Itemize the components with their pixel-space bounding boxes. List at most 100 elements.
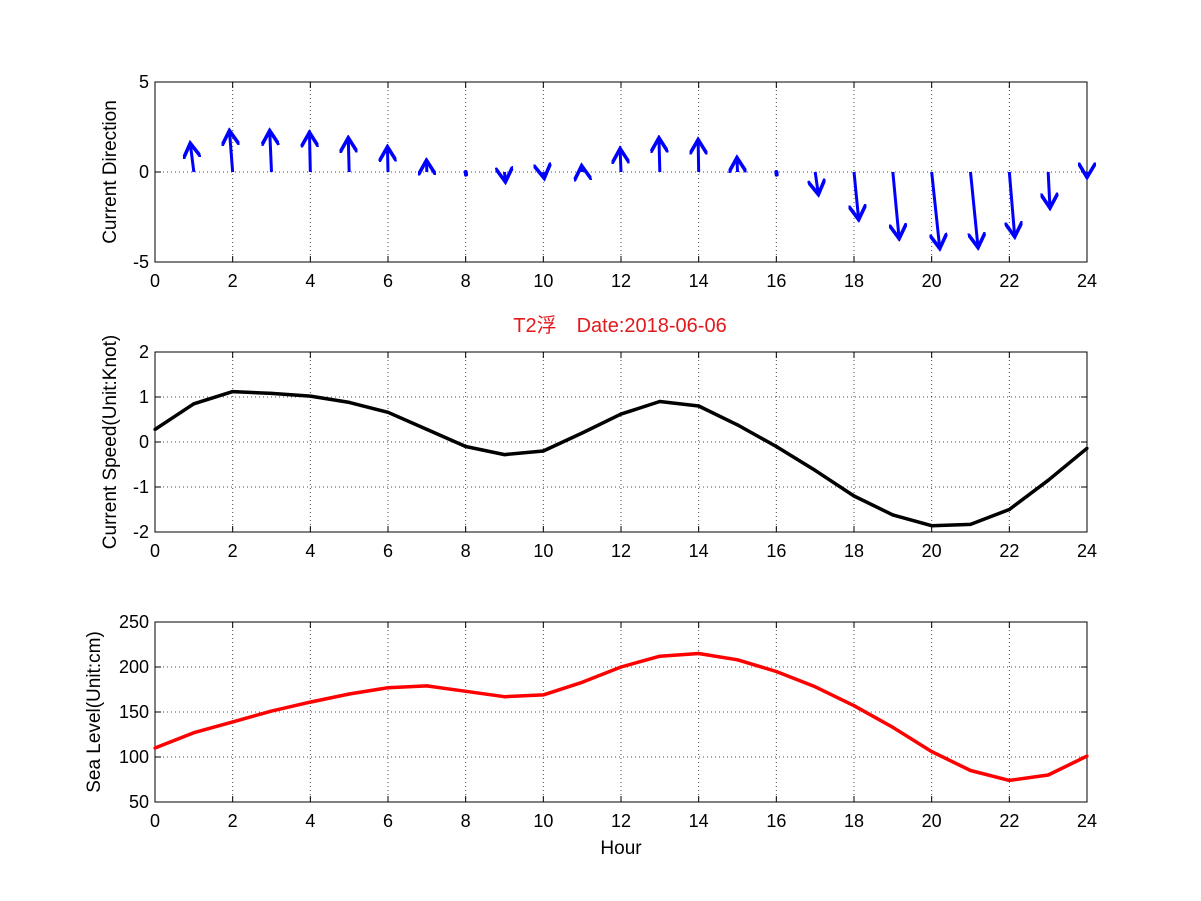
y-tick-label: 0 <box>139 162 149 182</box>
data-point <box>386 686 390 690</box>
quiver-arrow <box>1048 171 1050 208</box>
x-tick-label: 22 <box>999 271 1019 291</box>
quiver-arrow <box>854 171 859 220</box>
y-tick-label: 50 <box>129 792 149 812</box>
data-point <box>852 494 856 498</box>
data-point <box>502 453 507 457</box>
x-tick-label: 6 <box>383 811 393 831</box>
y-tick-label: 100 <box>119 747 149 767</box>
data-point <box>891 725 895 729</box>
x-tick-label: 10 <box>533 541 553 561</box>
quiver-arrow <box>815 171 818 195</box>
data-point <box>968 522 973 526</box>
x-tick-label: 4 <box>305 541 315 561</box>
data-point <box>386 410 390 414</box>
x-tick-label: 24 <box>1077 811 1097 831</box>
data-point <box>735 658 740 662</box>
data-point <box>308 700 312 704</box>
chart-title: T2浮 Date:2018-06-06 <box>513 314 726 337</box>
data-point <box>502 695 507 699</box>
y-axis-label: Current Direction <box>100 100 121 244</box>
data-point <box>347 692 351 696</box>
data-point <box>619 665 623 669</box>
data-point <box>891 513 895 517</box>
quiver-arrow <box>737 158 738 172</box>
x-tick-label: 8 <box>461 811 471 831</box>
data-point <box>269 391 274 395</box>
y-tick-label: 150 <box>119 702 149 722</box>
x-tick-label: 24 <box>1077 271 1097 291</box>
x-tick-label: 18 <box>844 271 864 291</box>
data-point <box>1007 778 1011 783</box>
quiver-arrow <box>582 166 583 172</box>
quiver-arrow <box>971 171 979 248</box>
x-tick-label: 20 <box>922 541 942 561</box>
y-axis-label: Current Speed(Unit:Knot) <box>100 335 121 549</box>
x-tick-label: 12 <box>611 541 631 561</box>
data-point <box>231 390 235 394</box>
data-point <box>697 404 701 408</box>
quiver-arrow <box>229 131 232 173</box>
quiver-arrow <box>698 140 699 173</box>
data-point <box>619 412 623 416</box>
data-point <box>425 684 429 688</box>
x-tick-label: 10 <box>533 271 553 291</box>
x-tick-label: 14 <box>689 271 709 291</box>
quiver-arrow <box>659 138 660 173</box>
data-point <box>1085 754 1089 758</box>
data-point <box>153 746 157 750</box>
data-point <box>1085 446 1089 450</box>
quiver-arrow <box>893 171 899 239</box>
data-point <box>269 709 274 713</box>
data-point <box>464 444 468 449</box>
x-tick-label: 20 <box>922 811 942 831</box>
data-point <box>425 427 429 431</box>
data-point <box>813 685 817 689</box>
quiver-arrow <box>1009 171 1014 237</box>
data-point <box>1046 478 1050 482</box>
data-point <box>774 444 778 449</box>
data-point <box>735 423 740 427</box>
x-tick-label: 0 <box>150 541 160 561</box>
quiver-arrow <box>932 171 940 249</box>
y-tick-label: -1 <box>133 477 149 497</box>
data-point <box>930 750 934 754</box>
x-axis-label: Hour <box>600 838 642 859</box>
data-point <box>774 669 778 674</box>
quiver-arrow <box>543 172 544 178</box>
y-tick-label: 200 <box>119 657 149 677</box>
data-point <box>308 394 312 398</box>
data-point <box>231 720 235 724</box>
x-tick-label: 4 <box>305 271 315 291</box>
x-tick-label: 2 <box>228 811 238 831</box>
x-tick-label: 6 <box>383 271 393 291</box>
data-point <box>153 427 157 431</box>
data-point <box>813 468 817 472</box>
x-tick-label: 6 <box>383 541 393 561</box>
x-tick-label: 16 <box>766 811 786 831</box>
x-tick-label: 24 <box>1077 541 1097 561</box>
data-point <box>347 400 351 404</box>
x-tick-label: 12 <box>611 271 631 291</box>
x-tick-label: 22 <box>999 541 1019 561</box>
x-tick-label: 0 <box>150 811 160 831</box>
data-point <box>697 651 701 656</box>
quiver-arrow <box>620 149 621 173</box>
y-tick-label: 1 <box>139 387 149 407</box>
data-point <box>658 399 662 404</box>
data-point <box>1046 773 1050 777</box>
data-point <box>541 449 545 453</box>
x-tick-label: 16 <box>766 541 786 561</box>
quiver-arrow <box>270 131 272 173</box>
x-tick-label: 8 <box>461 541 471 561</box>
y-tick-label: 250 <box>119 612 149 632</box>
x-tick-label: 20 <box>922 271 942 291</box>
quiver-arrow <box>387 147 388 173</box>
quiver-arrow <box>505 172 506 182</box>
data-point <box>580 680 584 684</box>
